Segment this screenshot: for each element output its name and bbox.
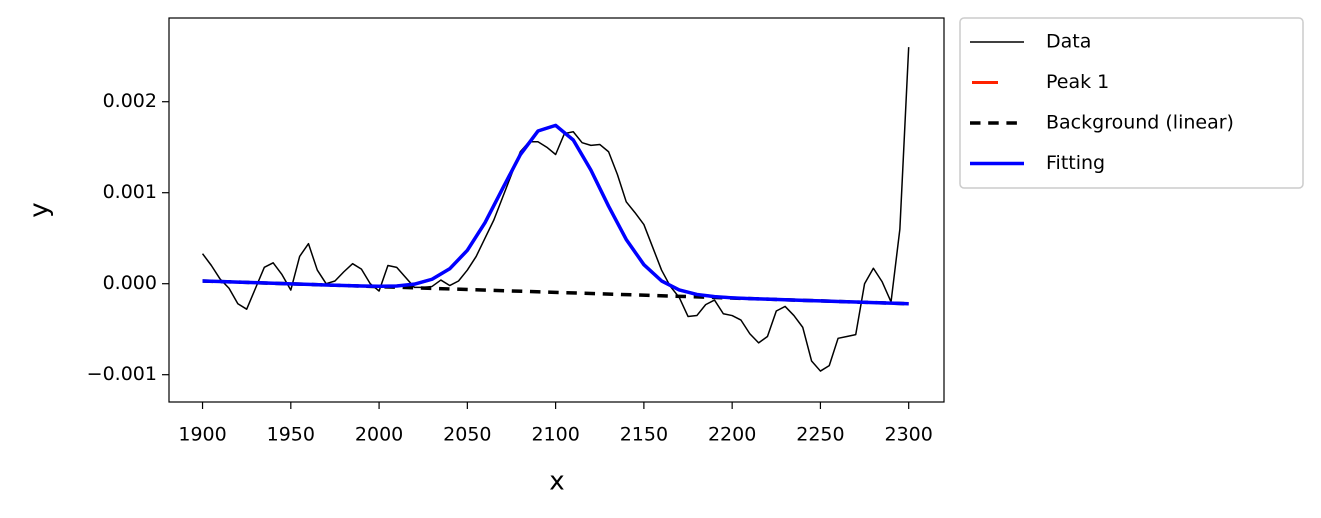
x-tick-label: 2150: [620, 424, 668, 446]
y-tick-label: 0.001: [103, 181, 157, 203]
x-tick-label: 2300: [885, 424, 933, 446]
y-tick-label: −0.001: [87, 363, 157, 385]
plot-frame: [168, 17, 945, 403]
y-tick-label: 0.002: [103, 90, 157, 112]
x-axis-label: x: [549, 467, 564, 497]
x-tick-label: 2050: [443, 424, 491, 446]
x-tick-label: 2200: [708, 424, 756, 446]
legend-label: Fitting: [1046, 152, 1105, 174]
legend-label: Peak 1: [1046, 71, 1109, 93]
x-tick-label: 1900: [178, 424, 226, 446]
legend-label: Background (linear): [1046, 112, 1234, 134]
x-tick-label: 2100: [531, 424, 579, 446]
series-line: [202, 123, 909, 306]
legend-box: [959, 17, 1304, 189]
y-axis-label: y: [25, 202, 55, 217]
series-line: [201, 47, 910, 372]
series-line: [202, 123, 909, 306]
legend-label: Data: [1046, 31, 1091, 53]
x-tick-label: 2000: [355, 424, 403, 446]
y-tick-label: 0.000: [103, 272, 157, 294]
x-tick-label: 1950: [267, 424, 315, 446]
x-tick-label: 2250: [796, 424, 844, 446]
legend: Data Peak 1 Background (linear) Fitting: [959, 17, 1304, 189]
